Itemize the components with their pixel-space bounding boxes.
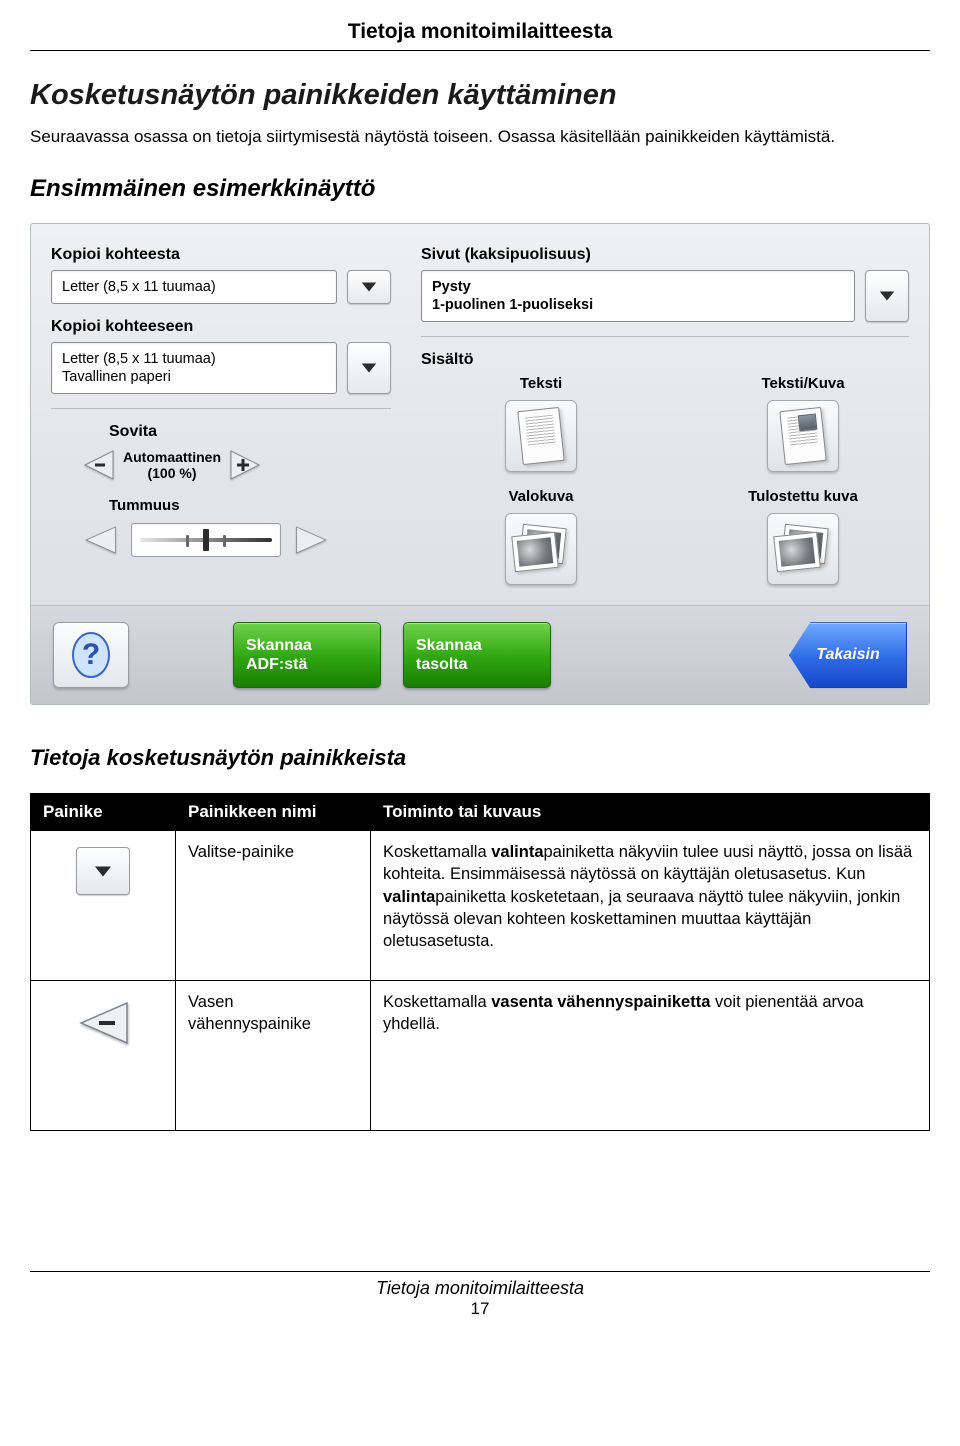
sides-line2: 1-puolinen 1-puoliseksi <box>432 297 593 313</box>
chevron-down-icon <box>93 864 113 879</box>
question-mark-icon: ? <box>70 630 112 680</box>
page-footer: Tietoja monitoimilaitteesta 17 <box>30 1271 930 1319</box>
photo-stack-icon <box>513 526 569 572</box>
left-arrow-icon <box>83 522 117 558</box>
copy-to-line1: Letter (8,5 x 11 tuumaa) <box>62 351 216 367</box>
darkness-slider[interactable] <box>131 523 281 557</box>
scan-flat-line1: Skannaa <box>416 637 482 654</box>
copy-to-dropdown-button[interactable] <box>347 342 391 394</box>
page-header-title: Tietoja monitoimilaitteesta <box>30 20 930 50</box>
sides-dropdown-button[interactable] <box>865 270 909 322</box>
footer-title: Tietoja monitoimilaitteesta <box>30 1278 930 1299</box>
chevron-down-icon <box>878 289 896 303</box>
copy-to-value[interactable]: Letter (8,5 x 11 tuumaa) Tavallinen pape… <box>51 342 337 394</box>
svg-text:?: ? <box>82 638 100 671</box>
copy-from-value[interactable]: Letter (8,5 x 11 tuumaa) <box>51 270 337 304</box>
table-header-button: Painike <box>31 794 176 831</box>
table-row: Valitse-painike Koskettamalla valintapai… <box>31 831 930 981</box>
copy-from-dropdown-button[interactable] <box>347 270 391 304</box>
content-type-text-label: Teksti <box>435 375 647 392</box>
minus-arrow-icon <box>81 447 115 483</box>
table-row1-name: Valitse-painike <box>176 831 371 981</box>
copy-from-label: Kopioi kohteesta <box>51 246 391 264</box>
scan-adf-button[interactable]: Skannaa ADF:stä <box>233 622 381 688</box>
chevron-down-icon <box>360 361 378 375</box>
content-type-text-button[interactable] <box>505 400 577 472</box>
sides-line1: Pysty <box>432 279 471 295</box>
table-header-desc: Toiminto tai kuvaus <box>371 794 930 831</box>
darkness-decrease-button[interactable] <box>79 520 121 560</box>
document-text-icon <box>517 407 564 465</box>
left-decrement-sample <box>75 997 131 1055</box>
back-button-label: Takaisin <box>816 646 879 664</box>
darkness-label: Tummuus <box>51 497 391 514</box>
scale-increase-button[interactable] <box>229 447 263 483</box>
scan-adf-line1: Skannaa <box>246 637 312 654</box>
minus-arrow-icon <box>75 997 131 1049</box>
chevron-down-icon <box>360 280 378 294</box>
button-info-table: Painike Painikkeen nimi Toiminto tai kuv… <box>30 793 930 1131</box>
content-type-textimg-label: Teksti/Kuva <box>697 375 909 392</box>
table-row1-desc: Koskettamalla valintapainiketta näkyviin… <box>371 831 930 981</box>
select-button-sample <box>76 847 130 895</box>
content-type-printed-button[interactable] <box>767 513 839 585</box>
content-type-textimg-button[interactable] <box>767 400 839 472</box>
sovita-label: Sovita <box>109 423 391 441</box>
darkness-increase-button[interactable] <box>291 520 333 560</box>
document-textimg-icon <box>779 407 826 465</box>
printed-photo-icon <box>775 526 831 572</box>
touchscreen-panel: Kopioi kohteesta Letter (8,5 x 11 tuumaa… <box>30 223 930 705</box>
copy-to-line2: Tavallinen paperi <box>62 369 171 385</box>
heading-h1: Kosketusnäytön painikkeiden käyttäminen <box>30 79 930 112</box>
scan-flat-line2: tasolta <box>416 656 468 673</box>
sides-value[interactable]: Pysty 1-puolinen 1-puoliseksi <box>421 270 855 322</box>
copy-to-label: Kopioi kohteeseen <box>51 318 391 336</box>
header-rule <box>30 50 930 51</box>
scale-decrease-button[interactable] <box>81 447 115 483</box>
content-label: Sisältö <box>421 351 909 369</box>
right-arrow-icon <box>295 522 329 558</box>
content-type-photo-label: Valokuva <box>435 488 647 505</box>
content-type-photo-button[interactable] <box>505 513 577 585</box>
heading-h2-sub: Tietoja kosketusnäytön painikkeista <box>30 745 930 771</box>
heading-h2: Ensimmäinen esimerkkinäyttö <box>30 175 930 203</box>
sides-label: Sivut (kaksipuolisuus) <box>421 246 909 264</box>
help-button[interactable]: ? <box>53 622 129 688</box>
intro-paragraph: Seuraavassa osassa on tietoja siirtymise… <box>30 126 930 149</box>
scan-flatbed-button[interactable]: Skannaa tasolta <box>403 622 551 688</box>
back-button[interactable]: Takaisin <box>789 622 907 688</box>
plus-arrow-icon <box>229 447 263 483</box>
scan-adf-line2: ADF:stä <box>246 656 307 673</box>
content-type-printed-label: Tulostettu kuva <box>697 488 909 505</box>
table-row2-desc: Koskettamalla vasenta vähennyspainiketta… <box>371 981 930 1131</box>
table-header-name: Painikkeen nimi <box>176 794 371 831</box>
scale-value: Automaattinen (100 %) <box>121 449 223 483</box>
table-row: Vasen vähennyspainike Koskettamalla vase… <box>31 981 930 1131</box>
table-row2-name: Vasen vähennyspainike <box>176 981 371 1131</box>
footer-page-number: 17 <box>30 1299 930 1319</box>
